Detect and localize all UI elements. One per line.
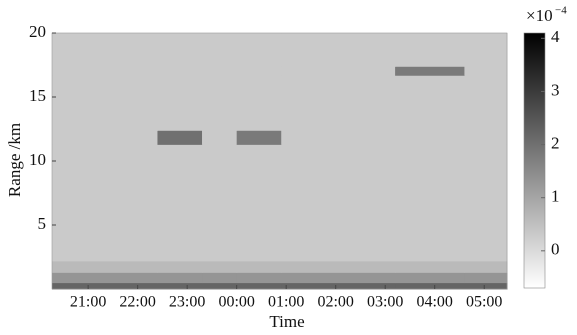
heatmap-cell xyxy=(464,144,507,261)
heatmap-cell xyxy=(237,272,282,283)
heatmap-cell xyxy=(157,33,202,67)
heatmap-cell xyxy=(237,144,282,261)
heatmap-cell xyxy=(395,283,465,290)
heatmap-cell xyxy=(281,66,395,75)
y-tick-label: 20 xyxy=(29,22,46,41)
heatmap-cell xyxy=(202,283,237,290)
heatmap-cell xyxy=(157,283,202,290)
y-tick-label: 15 xyxy=(29,86,46,105)
heatmap-cell xyxy=(52,33,158,67)
heatmap-cell xyxy=(157,144,202,261)
colorbar-tick-label: 1 xyxy=(551,187,560,206)
x-tick-label: 01:00 xyxy=(268,294,304,311)
colorbar-tick-label: 2 xyxy=(551,133,560,152)
heatmap-cell xyxy=(281,272,395,283)
colorbar-multiplier: ×10 xyxy=(526,6,553,25)
x-tick-label: 22:00 xyxy=(119,294,155,311)
heatmap-cell xyxy=(464,283,507,290)
heatmap-cell xyxy=(237,130,282,145)
heatmap-cell xyxy=(52,261,158,273)
heatmap-cell xyxy=(281,33,395,67)
y-tick-label: 10 xyxy=(29,150,46,169)
heatmap-cell xyxy=(202,130,237,145)
heatmap-cell xyxy=(157,272,202,283)
heatmap-cell xyxy=(52,66,158,75)
heatmap-cell xyxy=(237,261,282,273)
heatmap-cell xyxy=(395,130,465,145)
heatmap-cell xyxy=(202,261,237,273)
x-tick-label: 05:00 xyxy=(466,294,502,311)
x-tick-label: 23:00 xyxy=(169,294,205,311)
heatmap-cell xyxy=(237,75,282,131)
heatmap-cell xyxy=(237,283,282,290)
colorbar-tick-label: 0 xyxy=(551,240,560,259)
colorbar xyxy=(524,33,545,288)
heatmap-cell xyxy=(157,261,202,273)
heatmap-cell xyxy=(52,144,158,261)
heatmap-cell xyxy=(202,33,237,67)
heatmap-cell xyxy=(464,33,507,67)
x-tick-label: 21:00 xyxy=(70,294,106,311)
heatmap-cell xyxy=(202,75,237,131)
heatmap-cell xyxy=(395,272,465,283)
x-tick-label: 03:00 xyxy=(367,294,403,311)
colorbar-exponent: −4 xyxy=(555,5,567,17)
heatmap-cell xyxy=(237,66,282,75)
colorbar-tick-label: 3 xyxy=(551,80,560,99)
chart: Time Range /km ×10 −4 21:00 22:00 23:00 00:… xyxy=(0,0,577,335)
heatmap-cell xyxy=(281,283,395,290)
heatmap-cell xyxy=(281,130,395,145)
heatmap-cell xyxy=(52,75,158,131)
heatmap-cell xyxy=(237,33,282,67)
heatmap-cell xyxy=(464,130,507,145)
heatmap-cell xyxy=(52,130,158,145)
heatmap-cell xyxy=(202,272,237,283)
heatmap-cell xyxy=(202,66,237,75)
heatmap-cell xyxy=(464,75,507,131)
heatmap-cell xyxy=(464,66,507,75)
heatmap-cell xyxy=(52,283,158,290)
heatmap-cell xyxy=(281,261,395,273)
heatmap-cell xyxy=(281,75,395,131)
heatmap-cell xyxy=(395,261,465,273)
heatmap-cell xyxy=(157,66,202,75)
colorbar-tick-label: 4 xyxy=(551,27,560,46)
x-tick-label: 04:00 xyxy=(416,294,452,311)
heatmap-cell xyxy=(395,66,465,75)
y-axis-label: Range /km xyxy=(5,123,24,197)
heatmap-cell xyxy=(52,272,158,283)
heatmap-cell xyxy=(395,33,465,67)
heatmap-cell xyxy=(464,272,507,283)
heatmap-cell xyxy=(202,144,237,261)
heatmap-cell xyxy=(395,75,465,131)
y-tick-label: 5 xyxy=(38,214,47,233)
heatmap-cell xyxy=(395,144,465,261)
x-axis-label: Time xyxy=(269,312,304,331)
heatmap-cell xyxy=(157,75,202,131)
heatmap-cell xyxy=(157,130,202,145)
heatmap-cell xyxy=(464,261,507,273)
heatmap-cell xyxy=(281,144,395,261)
x-tick-label: 00:00 xyxy=(218,294,254,311)
x-tick-label: 02:00 xyxy=(317,294,353,311)
